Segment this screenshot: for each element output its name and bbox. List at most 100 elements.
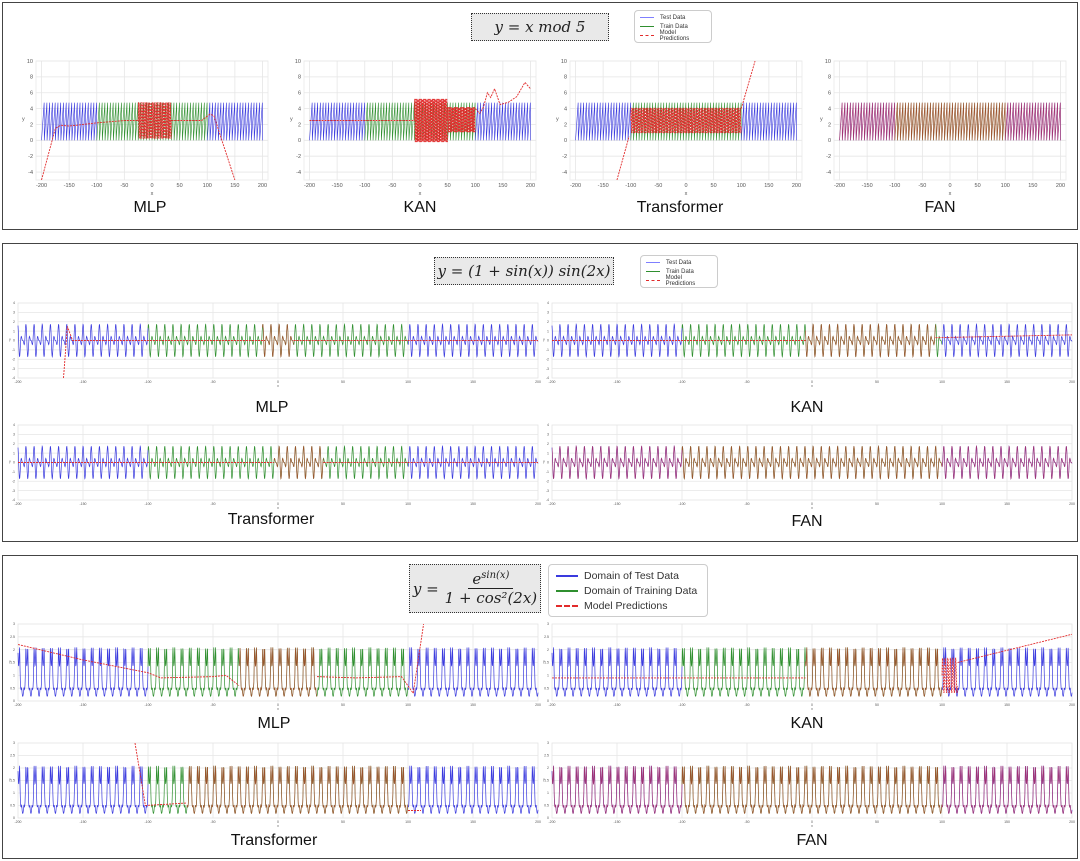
y-tick-label: 2 bbox=[13, 320, 15, 324]
x-axis-label: x bbox=[685, 191, 688, 196]
model-prediction-line bbox=[839, 102, 1061, 141]
x-tick-label: 50 bbox=[341, 703, 345, 707]
y-axis-label: y bbox=[290, 117, 293, 123]
y-tick-label: -2 bbox=[546, 357, 549, 361]
legend: Test Data Train Data Model Predictions bbox=[640, 255, 718, 288]
x-tick-label: 50 bbox=[177, 183, 183, 189]
x-tick-label: 0 bbox=[948, 183, 951, 189]
x-tick-label: 150 bbox=[1004, 380, 1010, 384]
x-tick-label: 50 bbox=[975, 183, 981, 189]
train-swatch bbox=[640, 26, 654, 27]
y-axis-label: y bbox=[543, 338, 545, 342]
x-tick-label: 50 bbox=[875, 380, 879, 384]
y-tick-label: 8 bbox=[564, 75, 567, 81]
y-tick-label: 0 bbox=[564, 138, 567, 144]
model-prediction-line bbox=[474, 81, 531, 115]
x-tick-label: 50 bbox=[341, 820, 345, 824]
x-tick-label: 0 bbox=[150, 183, 153, 189]
model-prediction-line bbox=[552, 444, 1072, 480]
chart-svg: -200 -150 -100 -50 0 50 100 150 200 0 0.5 1 1.5 2 2.5 3… bbox=[543, 622, 1075, 711]
test-data-line bbox=[575, 102, 632, 141]
x-tick-label: -150 bbox=[79, 502, 86, 506]
y-tick-label: 0 bbox=[547, 461, 549, 465]
y-tick-label: 2 bbox=[828, 122, 831, 128]
x-tick-label: -100 bbox=[678, 703, 685, 707]
panel-sinmix bbox=[2, 243, 1078, 542]
y-tick-label: 1 bbox=[547, 451, 549, 455]
x-tick-label: -100 bbox=[678, 820, 685, 824]
formula-mod5: y = x mod 5 bbox=[471, 13, 609, 41]
plot: -200 -150 -100 -50 0 50 100 150 200 0 0.5 1 1.5 2 2.5 3… bbox=[540, 621, 1076, 711]
x-tick-label: -150 bbox=[613, 502, 620, 506]
y-axis-label: y bbox=[22, 117, 25, 123]
y-axis-label: y bbox=[9, 460, 11, 464]
plot: -200 -150 -100 -50 0 50 100 150 200 -4 -3 -2 -1 0 1 2 3 4… bbox=[540, 422, 1076, 510]
plot: -200 -150 -100 -50 0 50 100 150 200 -4 -2 0 2 4 6 8 10 x y bbox=[548, 58, 806, 196]
x-tick-label: -200 bbox=[548, 502, 555, 506]
y-tick-label: 3 bbox=[13, 741, 15, 745]
pred-swatch bbox=[556, 604, 578, 607]
chart-svg: -200 -150 -100 -50 0 50 100 150 200 -4 -2 0 2 4 6 8 10 x y bbox=[556, 59, 803, 196]
test-data-line bbox=[941, 323, 1073, 358]
y-axis-label: y bbox=[543, 460, 545, 464]
y-tick-label: 10 bbox=[27, 59, 33, 65]
y-tick-label: 1 bbox=[13, 451, 15, 455]
plot: -200 -150 -100 -50 0 50 100 150 200 -4 -2 0 2 4 6 8 10 x y bbox=[14, 58, 272, 196]
y-tick-label: 4 bbox=[547, 301, 549, 305]
legend-label: Train Data bbox=[660, 23, 688, 30]
x-tick-label: -150 bbox=[64, 183, 75, 189]
formula-base: e bbox=[472, 570, 482, 588]
x-tick-label: 100 bbox=[939, 502, 945, 506]
model-prediction-line bbox=[630, 107, 742, 134]
panel-mod5 bbox=[2, 2, 1078, 230]
y-tick-label: 1 bbox=[13, 674, 15, 678]
y-tick-label: 4 bbox=[30, 106, 33, 112]
y-tick-label: 0 bbox=[298, 138, 301, 144]
plot-title: MLP bbox=[255, 399, 289, 416]
x-tick-label: -100 bbox=[144, 502, 151, 506]
test-data-line bbox=[407, 765, 539, 815]
plot: -200 -150 -100 -50 0 50 100 150 200 0 0.5 1 1.5 2 2.5 3… bbox=[540, 740, 1076, 828]
model-prediction-line bbox=[63, 326, 265, 378]
y-tick-label: -3 bbox=[12, 489, 15, 493]
legend-label: Domain of Test Data bbox=[584, 569, 679, 582]
y-tick-label: -4 bbox=[826, 170, 831, 176]
y-tick-label: -1 bbox=[12, 348, 15, 352]
x-tick-label: 150 bbox=[470, 703, 476, 707]
x-tick-label: -50 bbox=[210, 703, 215, 707]
y-tick-label: 2 bbox=[547, 648, 549, 652]
model-prediction-line bbox=[41, 120, 139, 180]
x-axis-label: x bbox=[811, 506, 813, 510]
y-tick-label: 0 bbox=[13, 699, 15, 703]
chart-svg: -200 -150 -100 -50 0 50 100 150 200 -4 -3 -2 -1 0 1 2 3 4… bbox=[543, 423, 1075, 510]
x-tick-label: -50 bbox=[744, 380, 749, 384]
y-tick-label: -4 bbox=[296, 170, 301, 176]
y-tick-label: 2 bbox=[547, 442, 549, 446]
x-tick-label: 150 bbox=[470, 380, 476, 384]
legend: Domain of Test Data Domain of Training D… bbox=[548, 564, 708, 617]
x-tick-label: 100 bbox=[203, 183, 212, 189]
x-tick-label: -50 bbox=[744, 703, 749, 707]
x-tick-label: 200 bbox=[535, 703, 541, 707]
x-tick-label: 150 bbox=[1004, 703, 1010, 707]
test-data-line bbox=[407, 647, 539, 698]
plot-title: KAN bbox=[403, 199, 437, 216]
legend-label: Test Data bbox=[666, 259, 692, 266]
y-tick-label: 3 bbox=[13, 311, 15, 315]
y-tick-label: 2 bbox=[298, 122, 301, 128]
y-axis-label: y bbox=[9, 778, 11, 782]
x-tick-label: -150 bbox=[79, 703, 86, 707]
x-tick-label: 200 bbox=[792, 183, 801, 189]
chart-svg: -200 -150 -100 -50 0 50 100 150 200 -4 -3 -2 -1 0 1 2 3 4… bbox=[9, 423, 541, 510]
x-tick-label: -100 bbox=[144, 380, 151, 384]
y-tick-label: 4 bbox=[13, 301, 15, 305]
y-tick-label: 2.5 bbox=[544, 754, 549, 758]
test-data-line bbox=[407, 323, 539, 358]
test-data-line bbox=[551, 647, 683, 698]
x-tick-label: 100 bbox=[405, 380, 411, 384]
model-prediction-line bbox=[18, 644, 240, 686]
y-tick-label: 2 bbox=[13, 648, 15, 652]
y-tick-label: 4 bbox=[13, 423, 15, 427]
y-tick-label: -4 bbox=[28, 170, 33, 176]
x-tick-label: 200 bbox=[258, 183, 267, 189]
